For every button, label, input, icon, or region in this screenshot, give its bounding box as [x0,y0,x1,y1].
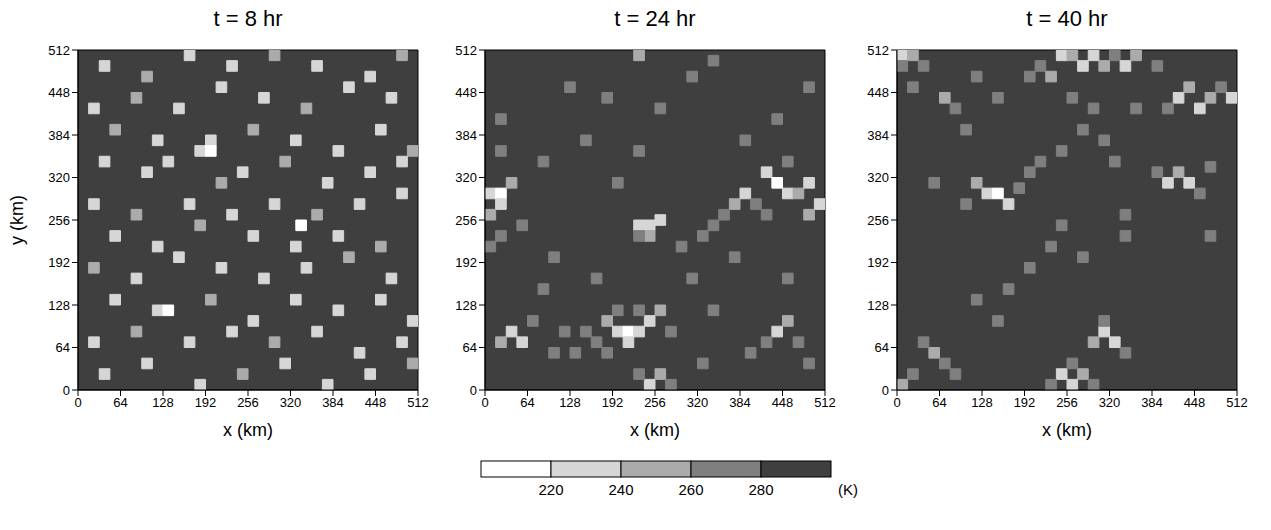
svg-text:384: 384 [729,395,751,410]
svg-text:384: 384 [867,128,889,143]
svg-text:x (km): x (km) [223,420,273,440]
svg-text:192: 192 [195,395,217,410]
svg-text:192: 192 [455,255,477,270]
svg-text:320: 320 [1099,395,1121,410]
html-text:240: 240 [608,481,634,498]
svg-text:x (km): x (km) [1042,420,1092,440]
svg-text:448: 448 [48,85,70,100]
svg-text:448: 448 [867,85,889,100]
svg-text:320: 320 [280,395,302,410]
html-text:t = 24 hr: t = 24 hr [614,6,696,31]
svg-text:448: 448 [455,85,477,100]
svg-text:128: 128 [867,298,889,313]
svg-text:512: 512 [407,395,429,410]
svg-text:512: 512 [455,43,477,58]
svg-text:256: 256 [644,395,666,410]
svg-text:448: 448 [365,395,387,410]
svg-text:320: 320 [455,170,477,185]
svg-text:512: 512 [814,395,836,410]
svg-text:0: 0 [882,383,889,398]
svg-text:192: 192 [1014,395,1036,410]
svg-text:x (km): x (km) [630,420,680,440]
svg-text:128: 128 [152,395,174,410]
svg-text:64: 64 [463,340,477,355]
svg-text:256: 256 [455,213,477,228]
html-text:t = 40 hr: t = 40 hr [1026,6,1108,31]
svg-text:128: 128 [971,395,993,410]
svg-text:0: 0 [63,383,70,398]
svg-text:320: 320 [687,395,709,410]
svg-text:64: 64 [520,395,534,410]
html-text:(K): (K) [838,481,858,498]
svg-text:64: 64 [113,395,127,410]
svg-text:0: 0 [893,395,900,410]
svg-text:384: 384 [1141,395,1163,410]
svg-text:128: 128 [48,298,70,313]
svg-text:256: 256 [237,395,259,410]
svg-text:256: 256 [1056,395,1078,410]
svg-text:128: 128 [559,395,581,410]
svg-text:192: 192 [602,395,624,410]
svg-text:64: 64 [56,340,70,355]
svg-text:256: 256 [48,213,70,228]
svg-text:384: 384 [48,128,70,143]
svg-text:512: 512 [48,43,70,58]
html-text:220: 220 [538,481,564,498]
svg-text:128: 128 [455,298,477,313]
svg-text:320: 320 [867,170,889,185]
svg-text:64: 64 [932,395,946,410]
svg-text:0: 0 [481,395,488,410]
svg-text:y (km): y (km) [8,195,27,245]
html-text:t = 8 hr: t = 8 hr [213,6,283,31]
svg-text:64: 64 [875,340,889,355]
svg-text:0: 0 [74,395,81,410]
svg-text:512: 512 [867,43,889,58]
svg-text:0: 0 [470,383,477,398]
html-text:260: 260 [678,481,704,498]
svg-text:192: 192 [48,255,70,270]
svg-text:512: 512 [1226,395,1248,410]
svg-text:192: 192 [867,255,889,270]
svg-text:384: 384 [322,395,344,410]
html-text:280: 280 [748,481,774,498]
svg-text:320: 320 [48,170,70,185]
svg-text:448: 448 [772,395,794,410]
svg-text:384: 384 [455,128,477,143]
svg-text:448: 448 [1184,395,1206,410]
svg-text:256: 256 [867,213,889,228]
